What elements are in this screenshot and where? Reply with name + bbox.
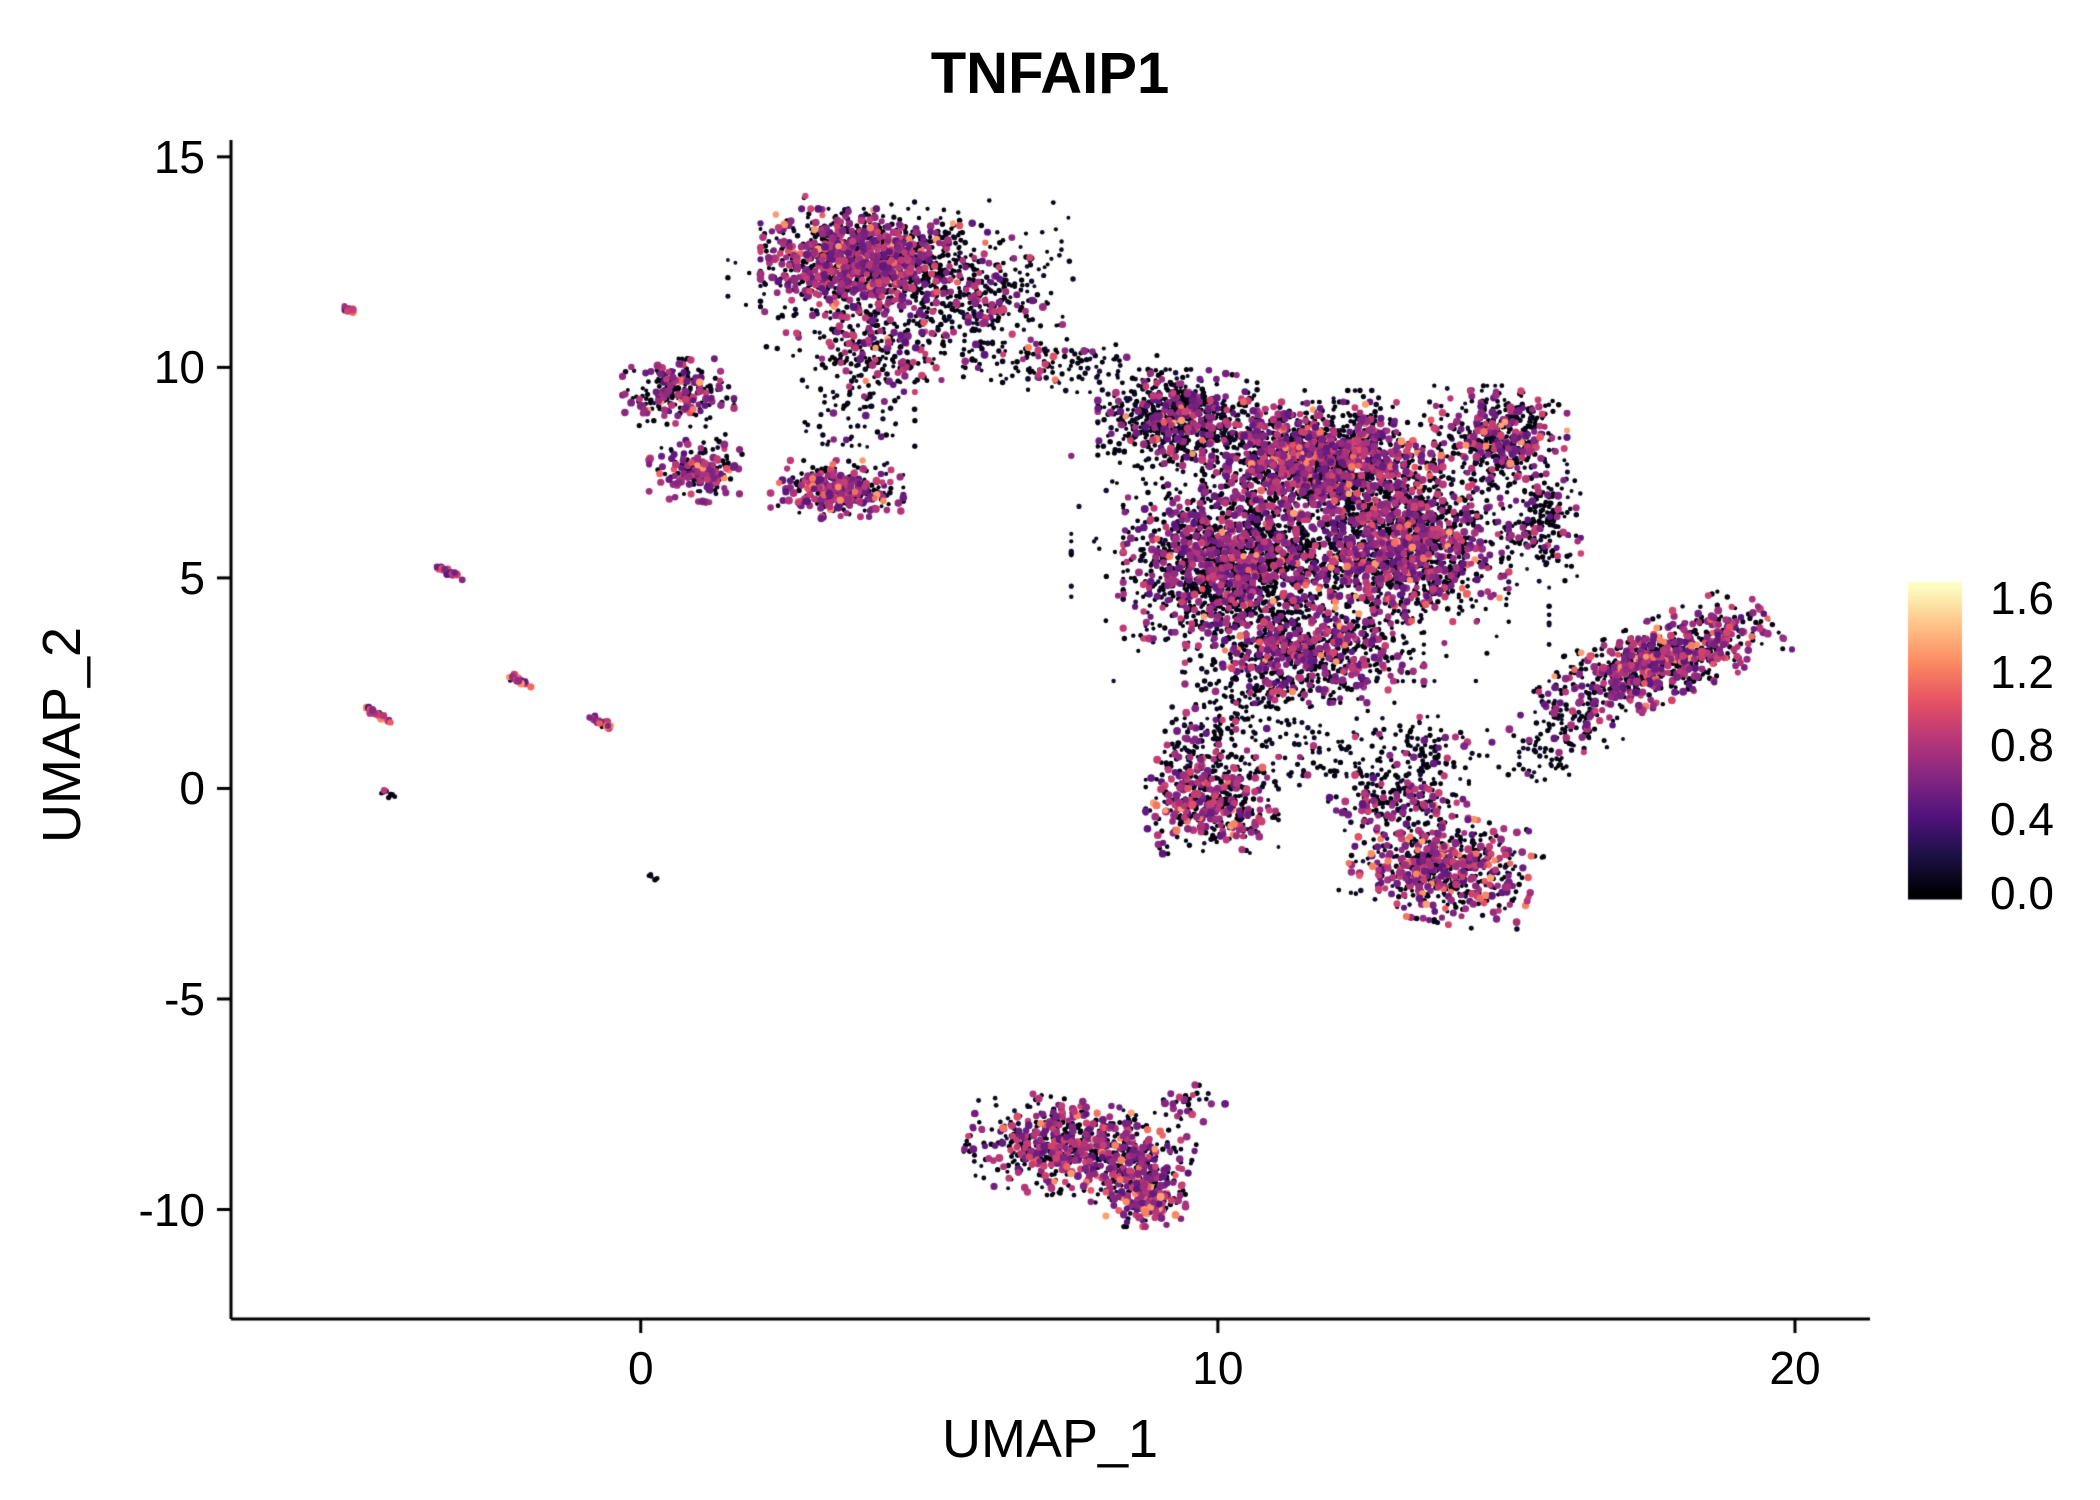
y-tick-label: 0 — [179, 762, 205, 815]
colorbar-tick-label: 0.8 — [1990, 719, 2054, 772]
colorbar — [1908, 582, 1962, 898]
y-tick-label: 15 — [153, 130, 205, 183]
y-tick-label: 10 — [153, 341, 205, 394]
y-axis-title: UMAP_2 — [32, 626, 92, 844]
x-tick-label: 20 — [1769, 1342, 1821, 1394]
colorbar-tick-label: 0.0 — [1990, 867, 2054, 919]
chart-title: TNFAIP1 — [930, 41, 1170, 106]
colorbar-tick-label: 1.6 — [1990, 571, 2054, 624]
y-tick-label: -10 — [138, 1183, 205, 1236]
colorbar-tick-label: 0.4 — [1990, 793, 2054, 846]
y-tick-label: -5 — [164, 972, 205, 1025]
x-axis-title: UMAP_1 — [941, 1409, 1159, 1469]
y-tick-label: 5 — [179, 551, 205, 604]
x-tick-label: 0 — [627, 1342, 654, 1394]
colorbar-tick-label: 1.2 — [1990, 645, 2054, 698]
x-tick-label: 10 — [1192, 1342, 1244, 1394]
